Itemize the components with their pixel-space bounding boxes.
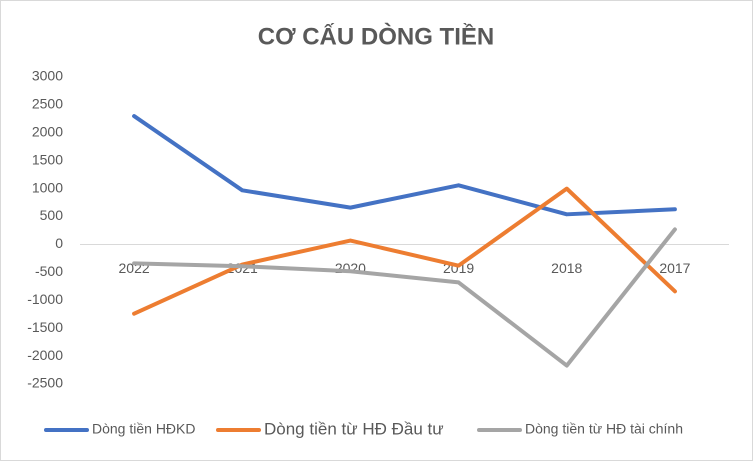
y-tick-label: -2000 [27, 347, 63, 363]
y-tick-label: 1500 [32, 151, 63, 167]
series-line [132, 114, 677, 217]
x-tick-label: 2017 [659, 260, 690, 276]
series-line [132, 227, 677, 368]
y-tick-label: -2500 [27, 375, 63, 391]
y-tick-label: 500 [40, 207, 64, 223]
y-tick-label: -500 [35, 263, 63, 279]
y-tick-label: 1000 [32, 179, 63, 195]
y-tick-label: 3000 [32, 68, 63, 84]
y-tick-label: 2000 [32, 124, 63, 140]
y-tick-label: 0 [55, 235, 63, 251]
legend-label: Dòng tiền HĐKD [92, 421, 196, 437]
legend-label: Dòng tiền từ HĐ Đầu tư [264, 419, 444, 438]
x-tick-label: 2018 [551, 260, 582, 276]
y-tick-label: 2500 [32, 96, 63, 112]
series-line [132, 186, 677, 316]
chart-title: CƠ CẤU DÒNG TIỀN [258, 22, 494, 50]
y-tick-label: -1000 [27, 291, 63, 307]
y-tick-label: -1500 [27, 319, 63, 335]
legend-label: Dòng tiền từ HĐ tài chính [525, 421, 683, 437]
